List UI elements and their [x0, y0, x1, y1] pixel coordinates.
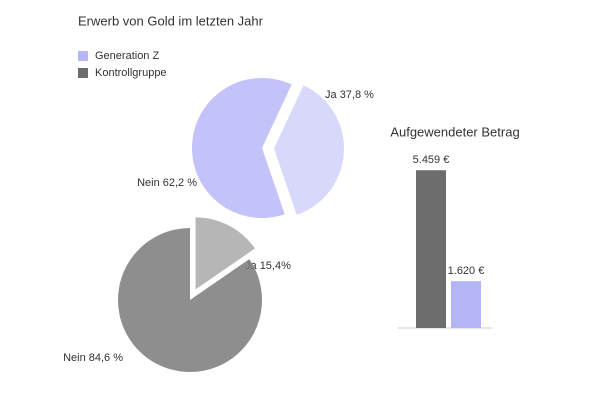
pie-slice: [195, 217, 255, 290]
slice-label: Nein 62,2 %: [137, 177, 197, 189]
slice-category: Nein: [63, 352, 86, 364]
slice-label: Nein 84,6 %: [63, 352, 123, 364]
slice-value: 62,2 %: [163, 177, 197, 189]
slice-category: Ja: [325, 89, 338, 101]
chart-title: Erwerb von Gold im letzten Jahr: [78, 13, 264, 28]
slice-value: 84,6 %: [89, 352, 123, 364]
pie-slice: [192, 78, 292, 219]
slice-label: Ja 37,8 %: [325, 89, 374, 101]
bar: [451, 281, 481, 328]
bar: [416, 170, 446, 328]
chart-title: Aufgewendeter Betrag: [390, 124, 519, 139]
value-label: 1.620 €: [448, 265, 485, 277]
legend-label: Generation Z: [95, 50, 159, 62]
value-label: 5.459 €: [413, 154, 450, 166]
slice-value: 37,8 %: [340, 89, 374, 101]
slice-value: 15,4%: [260, 260, 291, 272]
legend-swatch: [78, 51, 88, 61]
slice-category: Nein: [137, 177, 160, 189]
legend-swatch: [78, 68, 88, 78]
legend-label: Kontrollgruppe: [95, 67, 167, 79]
pie-slice: [118, 228, 262, 373]
pie-slice: [273, 85, 344, 215]
